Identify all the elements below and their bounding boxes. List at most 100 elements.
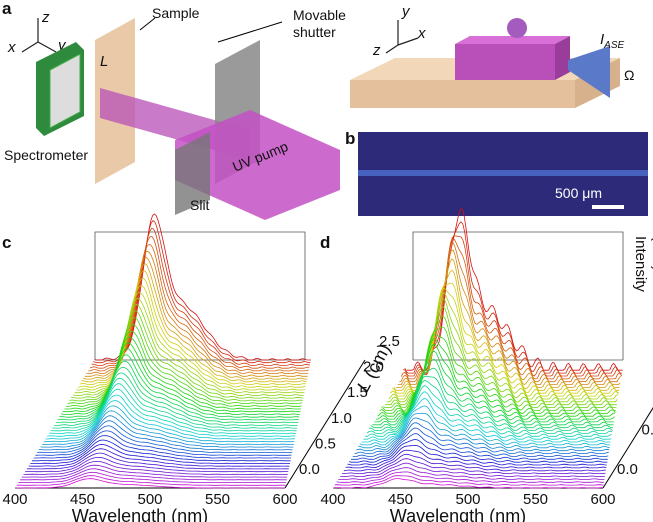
- ase-cone: [568, 46, 610, 98]
- spectrum: [391, 282, 620, 394]
- panel-c: c 400 450 500 550 600 Wavelength (nm) 0.0 0.5 1.0…: [2, 213, 400, 522]
- spectrum: [404, 221, 623, 374]
- x-tick-label: 500: [455, 491, 480, 508]
- spectrum: [21, 464, 288, 478]
- spectrum: [23, 460, 288, 475]
- waveguide-emission: [358, 170, 648, 176]
- spectrum: [347, 444, 607, 466]
- spectrometer-label: Spectrometer: [4, 147, 88, 163]
- frame: [412, 231, 624, 360]
- frame: [94, 231, 306, 360]
- sample-label: Sample: [152, 5, 200, 21]
- spectrum: [33, 435, 292, 459]
- uv-pump: [175, 110, 340, 220]
- spectrum: [62, 342, 301, 413]
- spectrum: [84, 256, 308, 377]
- length-label: L: [100, 53, 108, 70]
- l-tick-label: 0.0: [299, 461, 320, 478]
- l-tick-label: 0.5: [315, 435, 336, 452]
- l-axis-label: L (cm): [353, 340, 395, 394]
- film-top: [455, 36, 570, 44]
- spectrum: [59, 354, 300, 418]
- spectrum: [400, 237, 622, 380]
- z-axis-label: Intensity: [632, 236, 649, 292]
- spectrum: [32, 439, 291, 462]
- spectrum: [50, 383, 297, 432]
- spectrum: [351, 433, 608, 460]
- ase-label: IASE: [600, 31, 625, 51]
- spectrum: [28, 448, 290, 467]
- spectrum: [37, 425, 293, 453]
- spectrum: [38, 420, 293, 451]
- spectrum: [49, 388, 297, 434]
- x-tick-label: 600: [590, 491, 615, 508]
- panel-label: b: [345, 129, 355, 148]
- ase-subscript: ASE: [603, 40, 624, 51]
- spectrum: [35, 430, 292, 456]
- spectrum: [334, 475, 604, 486]
- x-tick-label: 550: [205, 491, 230, 508]
- spectrometer-screen: [49, 53, 81, 129]
- l-tick-label: 0.5: [642, 422, 653, 439]
- scale-label: 500 μm: [555, 185, 602, 201]
- spectrum: [26, 452, 289, 470]
- x-axis-label: Wavelength (nm): [72, 506, 208, 522]
- l-tick-label: 1.0: [331, 410, 352, 427]
- l-tick-label: 0.0: [617, 461, 638, 478]
- spectrum: [20, 468, 287, 481]
- panel-label: c: [2, 233, 11, 252]
- spectrum: [352, 427, 609, 457]
- pointer: [139, 17, 156, 31]
- panel-d: d 400 450 500 550 600 Wavelength (nm) 0.0 0.5 1.0…: [320, 208, 653, 522]
- spectrum: [356, 417, 610, 452]
- axes-glyph: [21, 18, 57, 53]
- spectrum: [43, 405, 295, 443]
- spectrum: [345, 449, 607, 469]
- film: [455, 44, 555, 80]
- spectrum: [349, 439, 608, 463]
- z-axis-label: (a.u.): [650, 236, 653, 271]
- spectrum: [374, 350, 614, 423]
- scale-bar: [592, 205, 624, 209]
- shutter-label: shutter: [293, 24, 336, 40]
- x-tick-label: 450: [388, 491, 413, 508]
- spectrum: [52, 377, 298, 429]
- spectrum: [358, 412, 610, 449]
- x-tick-label: 550: [523, 491, 548, 508]
- spectrum: [18, 471, 287, 483]
- l-tick-label: 2.5: [379, 333, 400, 350]
- spectrum: [60, 348, 300, 415]
- angle-label: Ω: [624, 67, 634, 83]
- spectrum: [332, 478, 603, 489]
- spectrum: [343, 453, 606, 472]
- spectrum: [54, 372, 298, 426]
- spectrum: [93, 220, 311, 364]
- spectrum: [42, 410, 294, 445]
- spectrum: [14, 478, 285, 489]
- spectrum: [385, 306, 617, 406]
- x-tick-label: 400: [2, 491, 27, 508]
- axis: [284, 359, 366, 489]
- x-axis-label: Wavelength (nm): [390, 506, 526, 522]
- axis-y: y: [57, 37, 67, 54]
- substrate-front: [350, 80, 575, 108]
- spectrum: [40, 415, 294, 448]
- spectrum: [399, 241, 622, 383]
- spectrum: [25, 457, 289, 473]
- spectrum: [30, 443, 290, 464]
- axis: [602, 407, 653, 489]
- spectrum: [55, 366, 299, 423]
- spectrum: [390, 287, 619, 397]
- pump-beam: [507, 18, 527, 38]
- shutter-label: Movable: [293, 7, 346, 23]
- arrow: [217, 21, 283, 43]
- spectrum: [57, 360, 299, 421]
- panel-label: a: [2, 0, 12, 18]
- inset-axes-glyph: [385, 20, 419, 54]
- spectrum: [45, 400, 296, 440]
- spectrum: [363, 391, 612, 440]
- axis-x: x: [417, 25, 426, 42]
